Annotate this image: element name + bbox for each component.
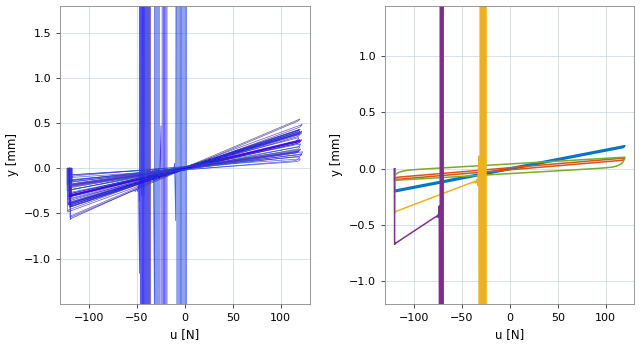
X-axis label: u [N]: u [N] [170,329,200,341]
Y-axis label: y [mm]: y [mm] [6,133,19,176]
X-axis label: u [N]: u [N] [495,329,524,341]
Y-axis label: y [mm]: y [mm] [330,133,344,176]
